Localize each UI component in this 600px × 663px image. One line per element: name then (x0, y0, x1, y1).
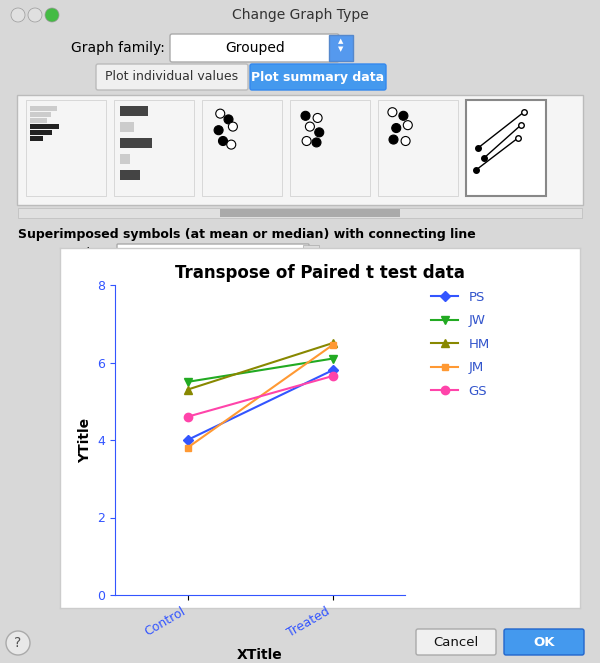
FancyBboxPatch shape (170, 34, 339, 62)
GS (329, 372, 336, 380)
FancyBboxPatch shape (17, 95, 583, 205)
Text: Cancel: Cancel (433, 636, 479, 648)
Line: GS: GS (184, 372, 337, 421)
Text: ▼: ▼ (338, 46, 344, 52)
Line: HM: HM (184, 339, 337, 394)
HM (184, 386, 191, 394)
Bar (120, 138, 152, 148)
Circle shape (403, 121, 412, 130)
HM (329, 339, 336, 347)
Circle shape (399, 111, 408, 120)
Bar (30, 118, 47, 123)
Bar (120, 122, 134, 132)
Bar (30, 136, 43, 141)
Line: PS: PS (184, 367, 336, 444)
Bar (120, 154, 130, 164)
PS (184, 436, 191, 444)
Bar (30, 124, 59, 129)
JW (329, 355, 336, 363)
JM (184, 444, 191, 452)
Circle shape (224, 115, 233, 124)
Bar (303, 245, 319, 265)
PS (329, 366, 336, 374)
Bar (26, 100, 106, 196)
Bar (220, 209, 400, 217)
Bar (120, 106, 148, 116)
Legend: PS, JW, HM, JM, GS: PS, JW, HM, JM, GS (426, 285, 495, 403)
Text: OK: OK (533, 636, 555, 648)
Text: Grouped: Grouped (225, 41, 285, 55)
FancyBboxPatch shape (416, 629, 496, 655)
Text: Graph family:: Graph family: (71, 41, 165, 55)
Circle shape (6, 631, 30, 655)
Text: Plot:: Plot: (79, 247, 110, 261)
FancyBboxPatch shape (117, 244, 309, 266)
Circle shape (389, 135, 398, 144)
Text: Transpose of Paired t test data: Transpose of Paired t test data (175, 264, 465, 282)
JW (184, 378, 191, 386)
Bar (290, 100, 370, 196)
Bar (30, 106, 56, 111)
Text: ?: ? (14, 636, 22, 650)
X-axis label: XTitle: XTitle (237, 648, 283, 662)
JM (329, 341, 336, 349)
Circle shape (216, 109, 225, 118)
Circle shape (313, 113, 322, 123)
Bar (120, 170, 140, 180)
Circle shape (301, 111, 310, 120)
Bar (378, 100, 458, 196)
Circle shape (45, 8, 59, 22)
Bar (466, 100, 546, 196)
Y-axis label: YTitle: YTitle (78, 418, 92, 463)
Bar (114, 100, 194, 196)
Circle shape (401, 137, 410, 145)
Bar (18, 208, 582, 218)
FancyBboxPatch shape (96, 64, 248, 90)
Circle shape (312, 138, 321, 147)
Text: ▲: ▲ (309, 249, 313, 253)
Bar (30, 112, 51, 117)
Text: ▼: ▼ (309, 255, 313, 261)
GS (184, 413, 191, 421)
Circle shape (305, 122, 314, 131)
Text: ▲: ▲ (338, 38, 344, 44)
Circle shape (227, 140, 236, 149)
Circle shape (11, 8, 25, 22)
Circle shape (229, 122, 238, 131)
Circle shape (28, 8, 42, 22)
Circle shape (302, 137, 311, 145)
Circle shape (388, 107, 397, 117)
Text: Superimposed symbols (at mean or median) with connecting line: Superimposed symbols (at mean or median)… (18, 228, 476, 241)
Text: Plot summary data: Plot summary data (251, 70, 385, 84)
Bar (30, 130, 52, 135)
Circle shape (214, 126, 223, 135)
Circle shape (315, 128, 324, 137)
Text: Change Graph Type: Change Graph Type (232, 8, 368, 22)
Bar (202, 100, 282, 196)
Circle shape (392, 123, 401, 133)
FancyBboxPatch shape (250, 64, 386, 90)
FancyBboxPatch shape (329, 35, 353, 61)
Line: JW: JW (184, 355, 337, 386)
Circle shape (218, 137, 227, 145)
Line: JM: JM (184, 341, 336, 452)
FancyBboxPatch shape (504, 629, 584, 655)
Text: Plot individual values: Plot individual values (106, 70, 239, 84)
